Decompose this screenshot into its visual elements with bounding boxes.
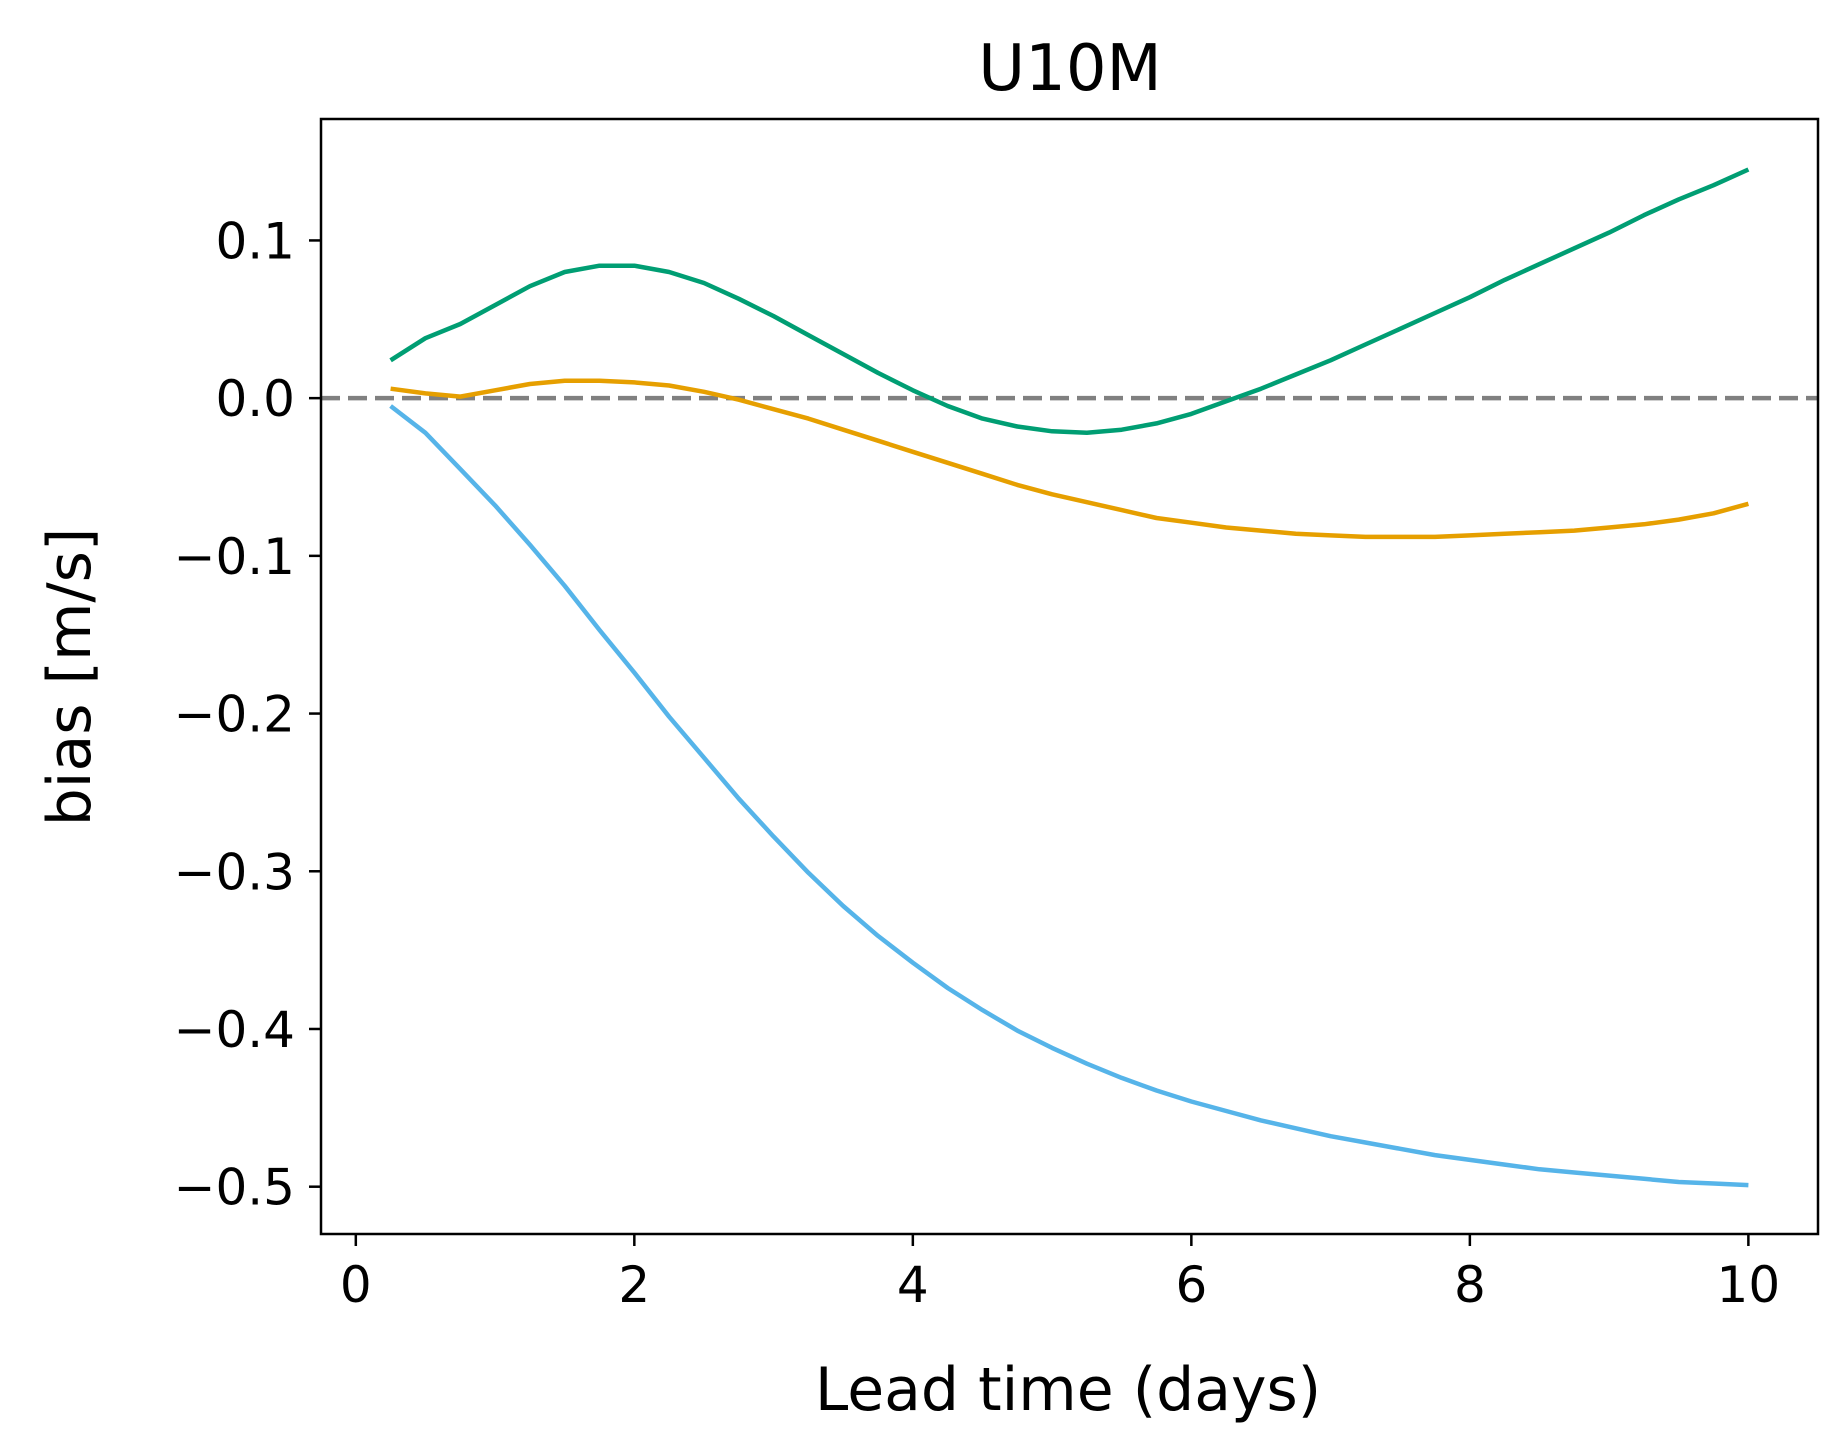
y-tick-label: 0.0 — [215, 370, 295, 428]
x-tick-label: 0 — [340, 1256, 372, 1314]
y-tick-label: −0.5 — [174, 1159, 295, 1217]
y-axis: 0.1 0.0 −0.1 −0.2 −0.3 −0.4 −0.5 — [174, 212, 321, 1217]
y-tick-label: −0.2 — [174, 686, 295, 744]
plot-frame — [319, 117, 1820, 1236]
x-tick-label: 10 — [1717, 1256, 1781, 1314]
y-axis-label: bias [m/s] — [35, 528, 105, 827]
series-line-2 — [390, 378, 1749, 540]
y-tick-label: −0.1 — [174, 528, 295, 586]
y-tick-label: −0.4 — [174, 1001, 295, 1059]
series-line-3 — [389, 404, 1749, 1188]
y-tick-label: 0.1 — [215, 212, 295, 270]
x-tick-label: 6 — [1175, 1256, 1207, 1314]
x-tick-label: 4 — [897, 1256, 929, 1314]
plot-area — [321, 167, 1818, 1188]
series-line-1 — [389, 167, 1750, 436]
chart-title: U10M — [978, 32, 1162, 106]
x-tick-label: 8 — [1454, 1256, 1486, 1314]
x-axis-label: Lead time (days) — [815, 1355, 1321, 1425]
x-axis: 0 2 4 6 8 10 — [340, 1234, 1780, 1314]
y-tick-label: −0.3 — [174, 843, 295, 901]
x-tick-label: 2 — [618, 1256, 650, 1314]
